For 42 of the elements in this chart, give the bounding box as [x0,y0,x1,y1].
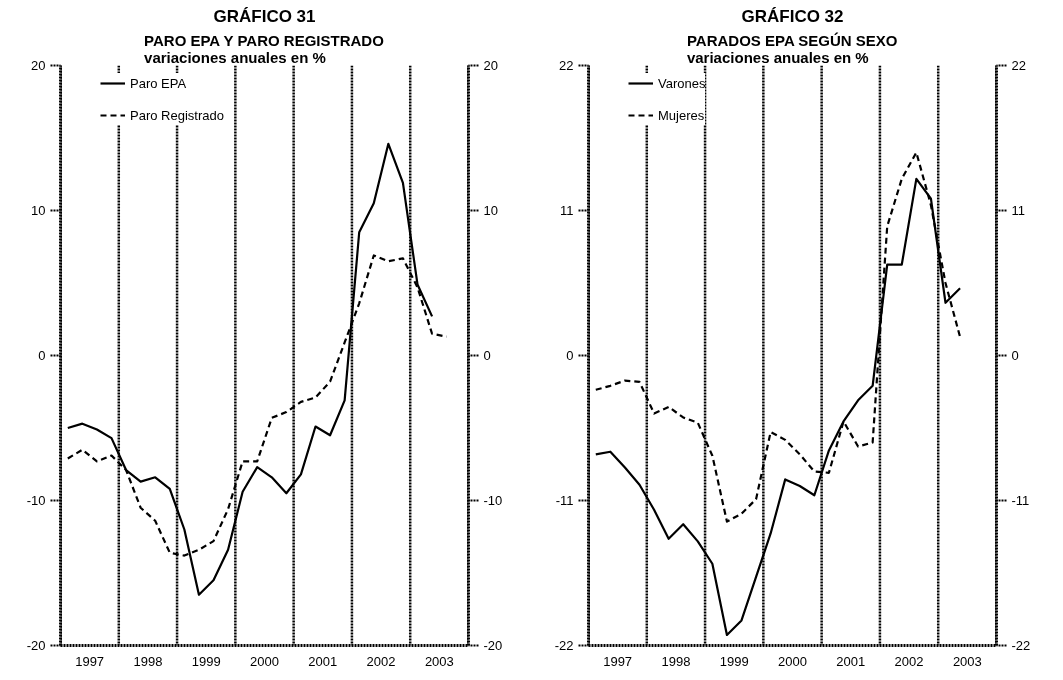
y-tick-label: -10 [26,493,46,508]
y2-tick-label: -22 [1011,638,1031,653]
y2-tick-label: 20 [483,58,498,73]
legend-label: Mujeres [658,107,705,123]
y2-tick-label: 0 [483,348,491,363]
y-tick-label: -20 [26,638,46,653]
y2-tick-label: 10 [483,203,498,218]
y-tick-label: 11 [560,203,574,218]
y2-tick-label: -20 [483,638,503,653]
x-tick-label: 1999 [719,653,749,669]
y2-tick-label: -11 [1011,493,1030,508]
y-tick-label: -22 [554,638,574,653]
x-tick-label: 2002 [366,653,396,669]
chart-subtitle: PARO EPA Y PARO REGISTRADO variaciones anuales en % [144,31,385,66]
x-tick-label: 2001 [308,653,338,669]
y-tick-label: 20 [31,58,46,73]
y-tick-label: -11 [555,493,574,508]
x-tick-label: 1998 [661,653,691,669]
y2-tick-label: 0 [1011,348,1019,363]
x-tick-label: 2000 [250,653,279,669]
legend-label: Paro EPA [130,75,187,91]
y2-tick-label: 11 [1011,203,1025,218]
x-tick-label: 1997 [75,653,105,669]
x-tick-label: 1998 [133,653,163,669]
legend-label: Varones [658,75,706,91]
legend-label: Paro Registrado [130,107,224,123]
y-tick-label: 0 [38,348,46,363]
y2-tick-label: -10 [483,493,503,508]
x-tick-label: 2003 [952,653,982,669]
x-tick-label: 2000 [778,653,807,669]
y-tick-label: 22 [559,58,574,73]
x-tick-label: 2003 [424,653,454,669]
x-tick-label: 1997 [603,653,633,669]
y-tick-label: 10 [31,203,46,218]
chart-title: GRÁFICO 32 [741,6,844,26]
x-tick-label: 2002 [894,653,924,669]
y-tick-label: 0 [566,348,574,363]
y2-tick-label: 22 [1011,58,1026,73]
x-tick-label: 2001 [836,653,866,669]
chart-subtitle: PARADOS EPA SEGÚN SEXO variaciones anuales en % [686,31,898,66]
x-tick-label: 1999 [191,653,221,669]
chart-title: GRÁFICO 31 [213,6,316,26]
